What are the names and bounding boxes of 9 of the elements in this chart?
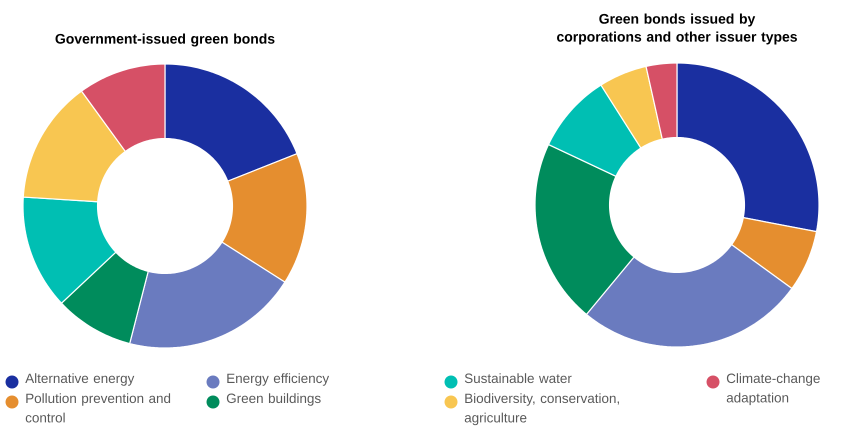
legend-label: Sustainable water: [464, 373, 572, 384]
legend-label: Energy efficiency: [227, 373, 330, 386]
chart-title: Green bonds issued by corporations and other issuer types: [557, 14, 797, 44]
legend-label: Alternative energy: [25, 373, 134, 386]
legend-label: Climate-change adaptation: [726, 373, 820, 406]
legend-label: Pollution prevention and control: [26, 393, 170, 422]
legend-label: Green buildings: [226, 393, 321, 406]
chart-title: Government-issued green bonds: [56, 33, 274, 47]
legend-label: Biodiversity, conservation, agriculture: [464, 393, 619, 426]
